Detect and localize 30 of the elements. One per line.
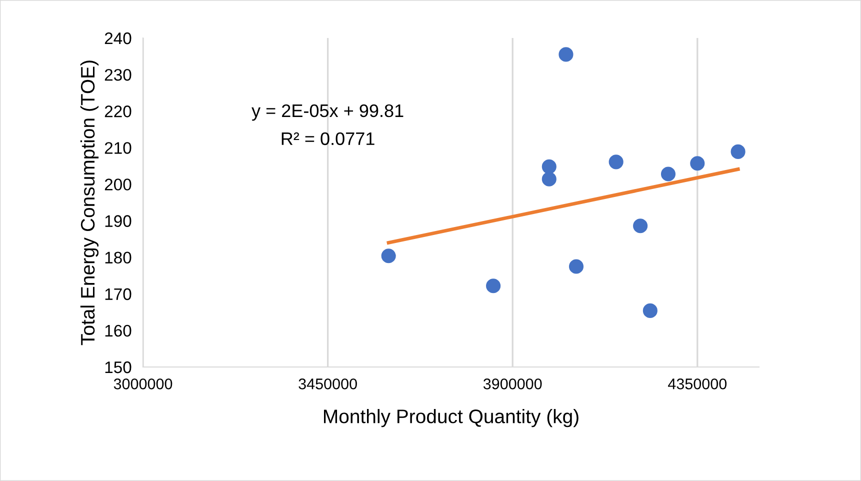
y-tick-label: 200 [104, 178, 132, 190]
y-axis-title: Total Energy Consumption (TOE) [80, 60, 99, 346]
y-tick-label: 150 [105, 361, 132, 374]
point [690, 156, 705, 171]
x-tick-label: 3450000 [298, 378, 357, 390]
annotation: R² = 0.0771 [282, 132, 374, 146]
point [633, 218, 648, 234]
y-tick-label: 160 [105, 324, 132, 337]
y-tick-label: 210 [104, 142, 132, 154]
point [542, 172, 556, 186]
y-tick-label: 230 [104, 68, 132, 81]
x-tick-label: 4350000 [668, 378, 727, 390]
x-axis-title: Monthly Product Quantity (kg) [324, 409, 578, 428]
point [660, 166, 676, 182]
y-tick-label: 220 [104, 106, 132, 118]
y-tick-label: 170 [105, 288, 132, 300]
point [381, 248, 396, 264]
y-tick-label: 180 [105, 252, 132, 264]
point [568, 259, 584, 274]
point [542, 159, 556, 174]
x-tick-label: 3900000 [483, 378, 542, 390]
y-tick-label: 240 [104, 32, 132, 44]
point [642, 303, 658, 318]
point [608, 154, 624, 170]
x-tick-label: 3000000 [114, 378, 172, 390]
point [486, 278, 501, 294]
point [730, 144, 746, 159]
y-tick-label: 190 [105, 215, 132, 227]
annotation: y = 2E-05x + 99.81 [252, 104, 404, 121]
point [558, 47, 574, 62]
